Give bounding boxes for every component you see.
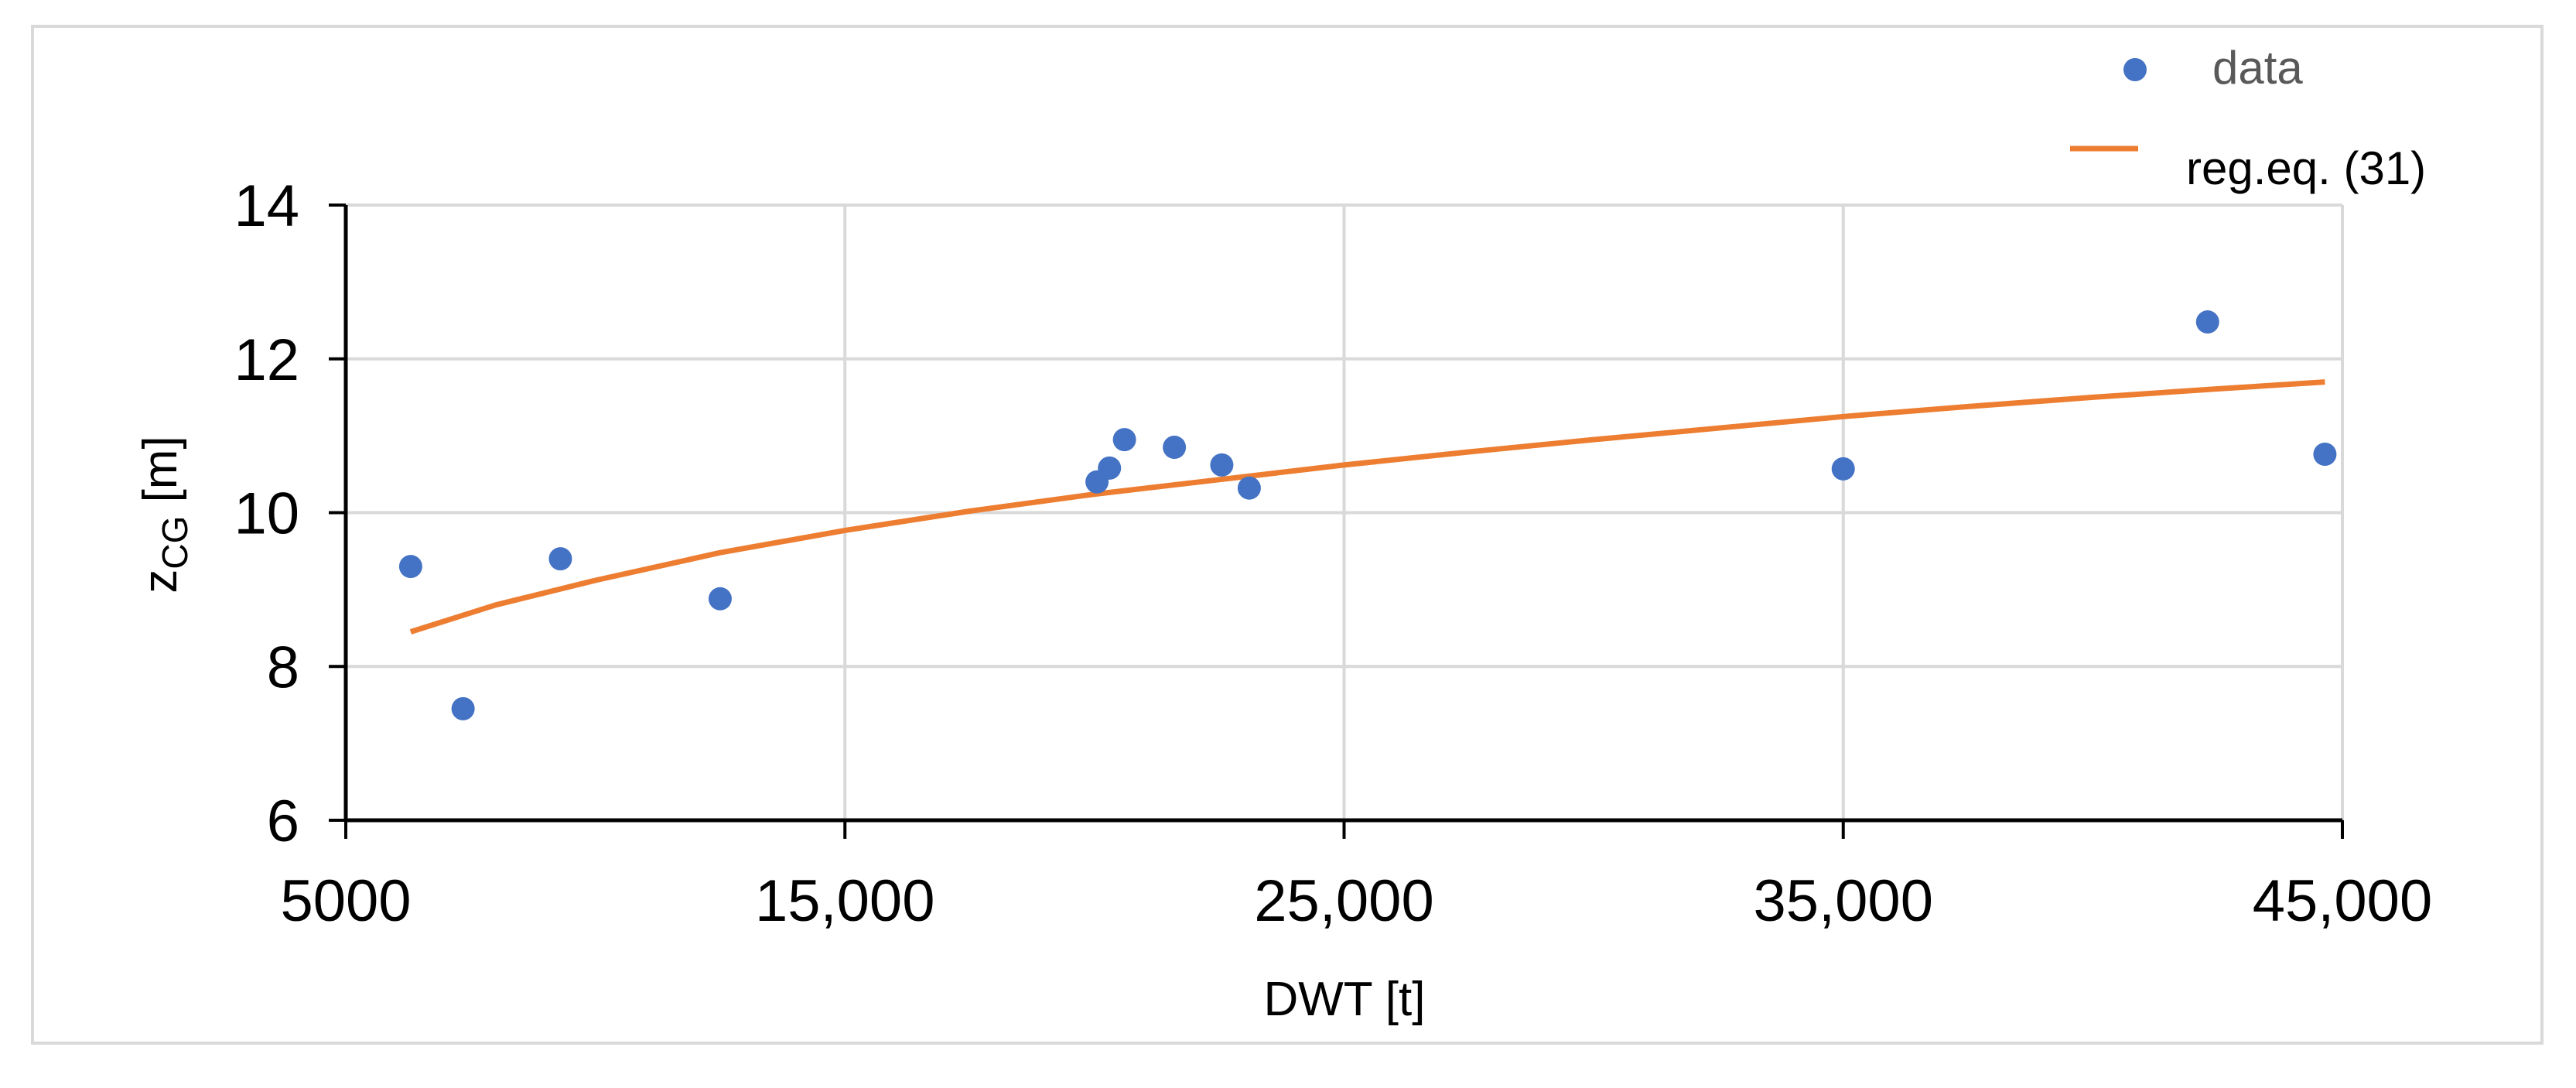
- x-axis-title: DWT [t]: [1264, 973, 1426, 1026]
- data-point: [451, 696, 475, 720]
- y-tick-label: 8: [267, 635, 299, 700]
- data-point: [2195, 310, 2219, 334]
- y-axis-title-main: z: [134, 570, 187, 594]
- data-point: [1210, 453, 1234, 477]
- legend-data-label: data: [2212, 42, 2303, 94]
- data-point: [1163, 436, 1187, 460]
- y-tick-label: 12: [234, 327, 299, 393]
- legend-regression-label: reg.eq. (31): [2186, 142, 2426, 194]
- legend: data reg.eq. (31): [2070, 42, 2426, 194]
- regression-series: [409, 379, 2325, 635]
- regression-line: [409, 379, 2325, 635]
- data-point: [1098, 456, 1122, 480]
- y-tick-label: 14: [234, 173, 299, 239]
- data-point: [1237, 476, 1261, 500]
- y-tick-label: 10: [234, 481, 299, 547]
- data-point: [548, 547, 572, 571]
- data-point: [398, 555, 422, 579]
- data-point: [1831, 457, 1855, 481]
- x-tick-label: 25,000: [1254, 868, 1433, 934]
- legend-data-marker: [2123, 58, 2147, 81]
- x-tick-label: 15,000: [755, 868, 934, 934]
- y-axis-title: zCG [m]: [134, 436, 195, 593]
- data-point: [708, 587, 732, 611]
- data-point: [2313, 442, 2337, 466]
- x-tick-label: 45,000: [2253, 868, 2432, 934]
- tick-labels: 6 8 10 12 14 5000 15,000 25,000 35,000 45,000: [234, 173, 2432, 934]
- chart-frame: [31, 25, 2544, 1045]
- x-tick-label: 35,000: [1754, 868, 1933, 934]
- data-series: [398, 310, 2337, 720]
- data-point: [1112, 428, 1136, 452]
- y-axis-title-unit: [m]: [134, 436, 187, 515]
- y-axis-title-subscript: CG: [155, 516, 195, 570]
- y-tick-label: 6: [267, 789, 299, 854]
- axes: [329, 204, 2344, 839]
- x-tick-label: 5000: [280, 868, 411, 934]
- gridlines: [346, 204, 2344, 820]
